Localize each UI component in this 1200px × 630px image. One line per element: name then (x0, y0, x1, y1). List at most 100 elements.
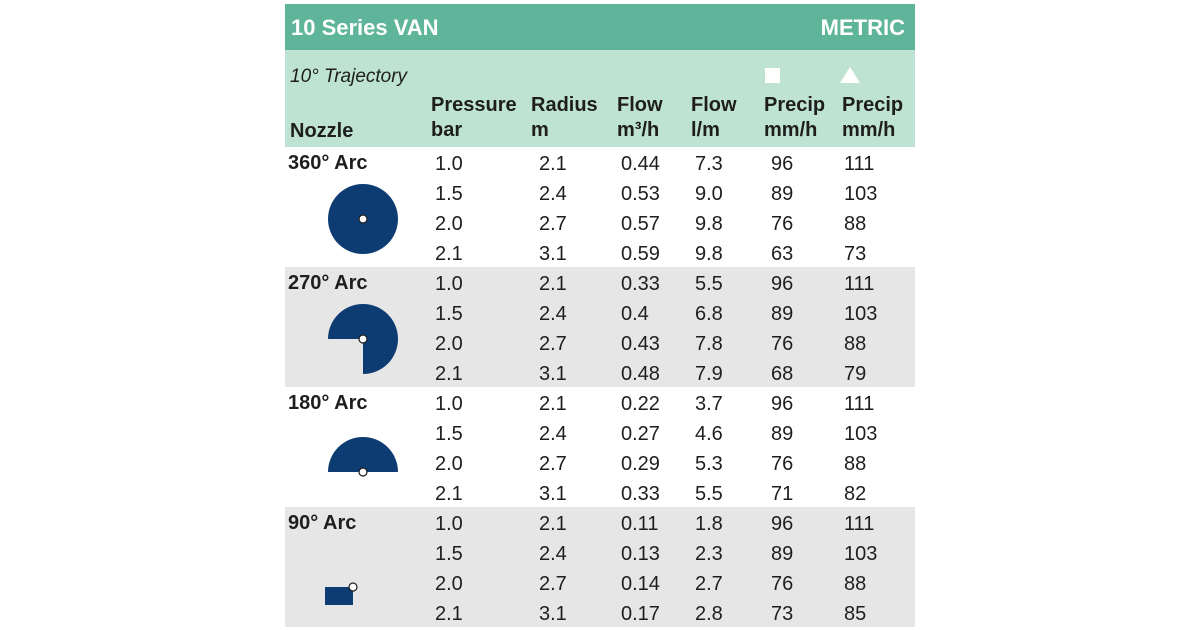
table-cell: 89 (771, 543, 794, 565)
column-header-flow-m3h: Flow m³/h (617, 94, 663, 141)
table-cell: 2.0 (435, 573, 463, 595)
table-cell: 73 (844, 243, 867, 265)
table-cell: 1.0 (435, 153, 463, 175)
table-cell: 0.57 (621, 213, 660, 235)
table-cell: 111 (844, 513, 875, 535)
table-cell: 96 (771, 153, 794, 175)
table-cell: 2.7 (539, 333, 567, 355)
table-cell: 2.1 (539, 273, 567, 295)
table-cell: 2.0 (435, 213, 463, 235)
table-cell: 3.1 (539, 243, 567, 265)
nozzle-label: 90° Arc (288, 512, 357, 534)
column-header-nozzle: Nozzle (290, 120, 354, 142)
triangle-spacing-icon (840, 67, 860, 83)
table-cell: 2.0 (435, 453, 463, 475)
table-cell: 63 (771, 243, 794, 265)
table-cell: 9.8 (695, 213, 723, 235)
table-cell: 0.44 (621, 153, 660, 175)
table-cell: 2.1 (539, 513, 567, 535)
table-cell: 0.27 (621, 423, 660, 445)
table-cell: 0.17 (621, 603, 660, 625)
table-cell: 5.3 (695, 453, 723, 475)
table-cell: 71 (771, 483, 794, 505)
table-cell: 2.1 (539, 153, 567, 175)
table-cell: 0.43 (621, 333, 660, 355)
table-cell: 76 (771, 453, 794, 475)
table-cell: 82 (844, 483, 867, 505)
table-cell: 73 (771, 603, 794, 625)
table-cell: 1.5 (435, 543, 463, 565)
table-cell: 1.0 (435, 273, 463, 295)
table-cell: 2.1 (435, 603, 463, 625)
table-cell: 2.1 (435, 243, 463, 265)
table-cell: 7.3 (695, 153, 723, 175)
table-cell: 1.5 (435, 303, 463, 325)
table-cell: 103 (844, 183, 878, 205)
table-cell: 111 (844, 273, 875, 295)
table-cell: 2.0 (435, 333, 463, 355)
performance-table: 10 Series VAN METRIC 10° Trajectory Nozz… (285, 4, 915, 627)
nozzle-label: 180° Arc (288, 392, 368, 414)
column-header-band (285, 50, 915, 147)
table-cell: 3.7 (695, 393, 723, 415)
table-cell: 88 (844, 453, 867, 475)
table-cell: 4.6 (695, 423, 723, 445)
table-cell: 3.1 (539, 483, 567, 505)
table-cell: 2.1 (435, 483, 463, 505)
trajectory-label: 10° Trajectory (290, 66, 408, 87)
table-cell: 88 (844, 573, 867, 595)
nozzle-group-90: 90° Arc 1.0 2.1 0.11 1.8 96 111 1.5 2.4 0.13 2.3 89… (285, 507, 915, 627)
table-cell: 0.59 (621, 243, 660, 265)
table-cell: 76 (771, 333, 794, 355)
table-cell: 5.5 (695, 483, 723, 505)
table-cell: 1.0 (435, 513, 463, 535)
table-cell: 76 (771, 213, 794, 235)
table-cell: 88 (844, 213, 867, 235)
table-cell: 0.4 (621, 303, 649, 325)
nozzle-group-360: 360° Arc 1.0 2.1 0.44 7.3 96 111 1.5 2.4 0.53 9.0 8… (285, 147, 915, 267)
table-cell: 2.4 (539, 423, 567, 445)
table-cell: 2.7 (539, 573, 567, 595)
table-cell: 7.8 (695, 333, 723, 355)
column-header-pressure: Pressure bar (431, 94, 517, 141)
arc-shape (328, 437, 398, 472)
table-cell: 0.11 (621, 513, 659, 535)
nozzle-group-270: 270° Arc 1.0 2.1 0.33 5.5 96 111 1.5 2.4 0.4 6.8 89… (285, 267, 915, 387)
table-cell: 89 (771, 303, 794, 325)
table-cell: 6.8 (695, 303, 723, 325)
table-cell: 96 (771, 513, 794, 535)
arc-360-icon (328, 184, 398, 254)
nozzle-center-dot (358, 214, 368, 224)
table-cell: 0.33 (621, 483, 660, 505)
table-cell: 9.0 (695, 183, 723, 205)
table-cell: 111 (844, 393, 875, 415)
table-cell: 2.4 (539, 303, 567, 325)
nozzle-label: 270° Arc (288, 272, 368, 294)
table-cell: 96 (771, 393, 794, 415)
table-cell: 2.4 (539, 183, 567, 205)
table-cell: 1.0 (435, 393, 463, 415)
table-cell: 111 (844, 153, 875, 175)
table-cell: 0.33 (621, 273, 660, 295)
table-cell: 103 (844, 543, 878, 565)
table-cell: 2.1 (435, 363, 463, 385)
table-cell: 2.4 (539, 543, 567, 565)
table-cell: 3.1 (539, 603, 567, 625)
table-cell: 79 (844, 363, 867, 385)
table-cell: 0.48 (621, 363, 660, 385)
table-cell: 9.8 (695, 243, 723, 265)
table-cell: 96 (771, 273, 794, 295)
unit-system-label: METRIC (820, 15, 905, 40)
title-bar: 10 Series VAN METRIC (285, 4, 915, 50)
arc-shape (325, 587, 353, 605)
column-header-precip-square: Precip mm/h (764, 94, 826, 141)
table-cell: 0.14 (621, 573, 660, 595)
table-cell: 2.3 (695, 543, 723, 565)
table-cell: 88 (844, 333, 867, 355)
table-cell: 103 (844, 423, 878, 445)
column-header-radius: Radius m (531, 94, 598, 141)
table-cell: 2.7 (539, 453, 567, 475)
arc-180-icon (328, 437, 398, 477)
nozzle-center-dot (358, 334, 368, 344)
table-cell: 1.8 (695, 513, 723, 535)
